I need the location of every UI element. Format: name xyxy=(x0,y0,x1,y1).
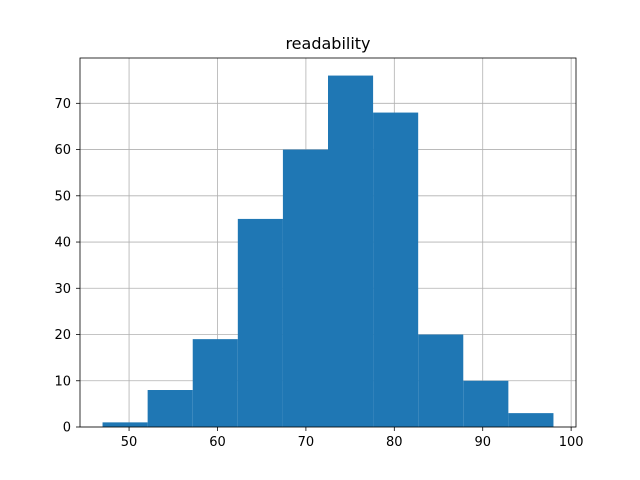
histogram-bar-3 xyxy=(192,339,238,427)
y-tick-label: 30 xyxy=(54,282,71,297)
y-tick-label: 60 xyxy=(54,143,71,158)
x-tick-label: 50 xyxy=(121,435,138,450)
y-tick-label: 50 xyxy=(54,189,71,204)
histogram-bar-4 xyxy=(237,218,283,427)
chart-title: readability xyxy=(285,34,370,53)
y-tick-label: 20 xyxy=(54,328,71,343)
y-tick-label: 70 xyxy=(54,97,71,112)
histogram-bar-6 xyxy=(328,75,374,428)
y-tick-label: 0 xyxy=(63,421,71,436)
axes-frame xyxy=(79,57,577,428)
histogram-bar-1 xyxy=(102,422,148,427)
x-tick-label: 80 xyxy=(386,435,403,450)
histogram-bar-5 xyxy=(282,149,328,427)
histogram-bars xyxy=(102,75,554,428)
histogram-bar-9 xyxy=(463,380,509,427)
x-tick-label: 60 xyxy=(209,435,226,450)
histogram-bar-7 xyxy=(373,112,419,428)
histogram-bar-10 xyxy=(508,413,554,427)
x-tick-label: 70 xyxy=(298,435,315,450)
histogram-bar-2 xyxy=(147,390,193,427)
y-tick-label: 40 xyxy=(54,236,71,251)
y-tick-label: 10 xyxy=(54,374,71,389)
x-tick-label: 90 xyxy=(474,435,491,450)
axes: 50 60 70 80 90 100 0 10 20 30 40 50 60 70 xyxy=(54,57,584,450)
histogram-bar-8 xyxy=(418,334,464,427)
x-tick-label: 100 xyxy=(559,435,584,450)
